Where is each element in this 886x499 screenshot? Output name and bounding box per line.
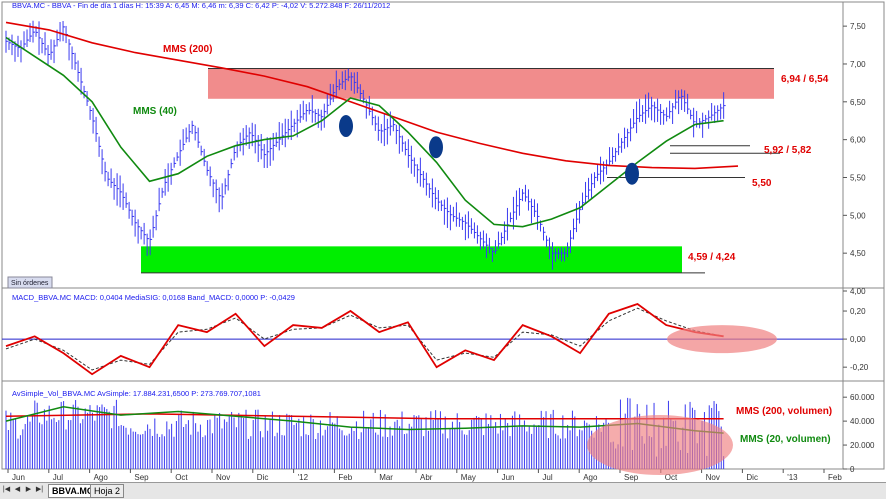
mms200-label: MMS (200) xyxy=(163,44,212,55)
mms40-label: MMS (40) xyxy=(133,106,177,117)
price-y-tick-label: 6,00 xyxy=(850,136,866,145)
first-sheet-icon[interactable]: |◀ xyxy=(2,486,11,493)
x-tick-label: May xyxy=(461,473,476,482)
x-tick-label: Jul xyxy=(53,473,63,482)
x-tick-label: Jun xyxy=(502,473,515,482)
volume-mms20-label: MMS (20, volumen) xyxy=(740,434,831,445)
price-y-tick-label: 5,00 xyxy=(850,211,866,220)
x-tick-label: Feb xyxy=(828,473,842,482)
volume-y-tick-label: 40.000 xyxy=(850,417,875,426)
price-panel xyxy=(1,1,885,292)
x-tick-label: Nov xyxy=(216,473,230,482)
x-tick-label: Jul xyxy=(542,473,552,482)
x-tick-label: Ago xyxy=(94,473,109,482)
macd-highlight-ellipse xyxy=(667,325,777,354)
price-y-tick-label: 7,50 xyxy=(850,22,866,31)
tab-hoja2[interactable]: Hoja 2 xyxy=(90,484,125,498)
price-y-tick-label: 4,00 xyxy=(850,287,866,296)
mms40-line xyxy=(5,36,724,228)
level-550-label: 5,50 xyxy=(752,178,772,189)
sheet-tab-bar: |◀ ◀ ▶ ▶| BBVA.MC Hoja 2 xyxy=(0,482,886,499)
x-tick-label: Mar xyxy=(379,473,393,482)
x-tick-label: Oct xyxy=(175,473,188,482)
x-tick-label: Oct xyxy=(665,473,678,482)
x-tick-label: Sep xyxy=(624,473,639,482)
resistance-label: 6,94 / 6,54 xyxy=(781,74,829,85)
crossover-marker xyxy=(339,115,353,138)
volume-y-tick-label: 60.000 xyxy=(850,393,875,402)
x-tick-label: '13 xyxy=(787,473,798,482)
resistance-zone xyxy=(208,68,774,99)
macd-y-tick-label: -0,20 xyxy=(850,363,869,372)
prev-sheet-icon[interactable]: ◀ xyxy=(14,486,21,493)
x-tick-label: Abr xyxy=(420,473,433,482)
x-tick-label: Dic xyxy=(257,473,269,482)
price-header: BBVA.MC - BBVA - Fin de día 1 días H: 15… xyxy=(12,1,390,10)
price-y-tick-label: 5,50 xyxy=(850,173,866,182)
mid-resistance-label: 5,92 / 5,82 xyxy=(764,145,812,156)
support-zone xyxy=(141,246,682,273)
price-y-tick-label: 4,50 xyxy=(850,249,866,258)
x-tick-label: '12 xyxy=(298,473,309,482)
last-sheet-icon[interactable]: ▶| xyxy=(35,486,44,493)
crossover-marker xyxy=(625,162,639,185)
status-box-label: Sin órdenes xyxy=(11,280,49,287)
support-label: 4,59 / 4,24 xyxy=(688,252,736,263)
crossover-marker xyxy=(429,136,443,159)
x-tick-label: Sep xyxy=(134,473,149,482)
x-tick-label: Feb xyxy=(338,473,352,482)
x-tick-label: Nov xyxy=(706,473,720,482)
x-tick-label: Dic xyxy=(746,473,758,482)
x-tick-label: Jun xyxy=(12,473,25,482)
status-box[interactable] xyxy=(7,276,53,289)
macd-line xyxy=(5,302,724,376)
volume-mms200-label: MMS (200, volumen) xyxy=(736,406,832,417)
chart-canvas: BBVA.MC - BBVA - Fin de día 1 días H: 15… xyxy=(1,1,885,482)
mms200-line xyxy=(5,21,739,170)
macd-y-tick-label: 0,20 xyxy=(850,307,866,316)
volume-highlight-ellipse xyxy=(587,415,733,476)
next-sheet-icon[interactable]: ▶ xyxy=(25,486,32,493)
volume-header: AvSimple_Vol_BBVA.MC AvSimple: 17.884.23… xyxy=(12,389,261,398)
volume-y-tick-label: 0 xyxy=(850,465,855,474)
price-y-tick-label: 7,00 xyxy=(850,60,866,69)
macd-header: MACD_BBVA.MC MACD: 0,0404 MediaSIG: 0,01… xyxy=(12,293,295,302)
price-y-tick-label: 6,50 xyxy=(850,98,866,107)
macd-y-tick-label: 0,00 xyxy=(850,335,866,344)
x-tick-label: Ago xyxy=(583,473,598,482)
volume-y-tick-label: 20.000 xyxy=(850,441,875,450)
